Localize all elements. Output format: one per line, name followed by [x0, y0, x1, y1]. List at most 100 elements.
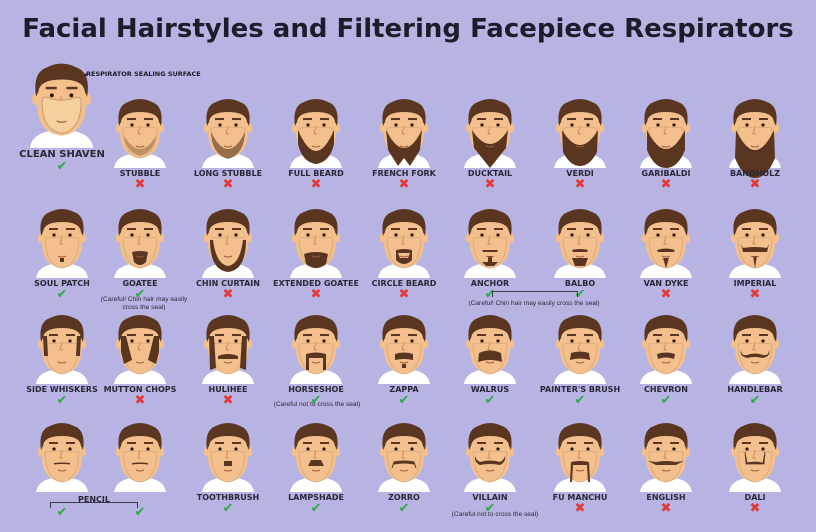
face-english-icon	[640, 423, 692, 492]
cross-icon: ✖	[134, 393, 146, 408]
face-label: FRENCH FORK	[372, 169, 436, 178]
face-label: SIDE WHISKERS	[26, 385, 98, 394]
face-zappa: ZAPPA ✔	[360, 312, 448, 416]
check-icon: ✔	[56, 505, 68, 520]
face-villain-icon	[464, 423, 516, 492]
face-dali-icon	[729, 423, 781, 492]
sealing-surface-label: RESPIRATOR SEALING SURFACE	[86, 70, 201, 78]
check-icon: ✔	[56, 158, 68, 174]
face-label: VAN DYKE	[643, 279, 689, 288]
face-illustration-icon	[622, 312, 710, 384]
check-icon: ✔	[574, 287, 586, 302]
face-zappa-icon	[378, 315, 430, 384]
face-illustration-icon	[360, 420, 448, 492]
face-illustration-icon	[18, 420, 106, 492]
face-balbo-icon	[554, 209, 606, 278]
face-illustration-icon	[622, 96, 710, 168]
face-illustration-icon	[18, 60, 106, 148]
face-circlebeard: CIRCLE BEARD ✖	[360, 206, 448, 310]
face-verdi-icon	[554, 99, 606, 168]
face-chevron: CHEVRON ✔	[622, 312, 710, 416]
face-label: LAMPSHADE	[288, 493, 344, 502]
face-bandholz-icon	[729, 99, 781, 178]
face-label: ENGLISH	[646, 493, 686, 502]
check-icon: ✔	[134, 505, 146, 520]
face-label: CHIN CURTAIN	[196, 279, 260, 288]
anchor-balbo-note: (Careful! Chin hair may easily cross the…	[468, 300, 600, 307]
face-illustration-icon	[18, 206, 106, 278]
face-lampshade: LAMPSHADE ✔	[272, 420, 360, 524]
face-handlebar-icon	[729, 315, 781, 384]
pencil-label: PENCIL	[78, 495, 110, 504]
check-icon: ✔	[574, 393, 586, 408]
face-hulihee-icon	[202, 315, 254, 384]
face-fullbeard: FULL BEARD ✖	[272, 96, 360, 200]
face-label: IMPERIAL	[733, 279, 777, 288]
face-balbo: BALBO ✔	[536, 206, 624, 310]
face-label: VILLAIN	[472, 493, 508, 502]
check-icon: ✔	[310, 501, 322, 516]
face-toothbrush-icon	[202, 423, 254, 492]
face-label: WALRUS	[470, 385, 510, 394]
check-icon: ✔	[484, 501, 496, 516]
cross-icon: ✖	[222, 287, 234, 302]
face-fullbeard-icon	[290, 99, 342, 168]
face-goatee-icon	[114, 209, 166, 278]
face-label: STUBBLE	[119, 169, 161, 178]
face-illustration-icon	[184, 312, 272, 384]
face-pencil1: ✔	[18, 420, 106, 524]
cross-icon: ✖	[660, 177, 672, 192]
check-icon: ✔	[310, 393, 322, 408]
face-label: FU MANCHU	[552, 493, 608, 502]
face-horseshoe-icon	[290, 315, 342, 384]
face-soulpatch-icon	[36, 209, 88, 278]
check-icon: ✔	[398, 393, 410, 408]
face-illustration-icon	[96, 420, 184, 492]
face-label: BALBO	[564, 279, 596, 288]
face-illustration-icon	[536, 312, 624, 384]
face-label: GOATEE	[122, 279, 158, 288]
face-illustration-icon	[711, 206, 799, 278]
check-icon: ✔	[484, 393, 496, 408]
face-illustration-icon	[360, 206, 448, 278]
cross-icon: ✖	[310, 287, 322, 302]
face-painters-icon	[554, 315, 606, 384]
face-hulihee: HULIHEE ✖	[184, 312, 272, 416]
face-label: TOOTHBRUSH	[196, 493, 260, 502]
face-illustration-icon	[184, 206, 272, 278]
face-goatee: GOATEE ✔	[96, 206, 184, 310]
face-pencil1-icon	[36, 423, 88, 492]
face-pencil2-icon	[114, 423, 166, 492]
face-illustration-icon	[446, 96, 534, 168]
face-villain: VILLAIN ✔	[446, 420, 534, 524]
face-illustration-icon	[96, 206, 184, 278]
face-walrus: WALRUS ✔	[446, 312, 534, 416]
anchor-balbo-bracket	[492, 291, 578, 297]
face-anchor-icon	[464, 209, 516, 278]
check-icon: ✔	[398, 501, 410, 516]
cross-icon: ✖	[310, 177, 322, 192]
face-label: FULL BEARD	[288, 169, 344, 178]
face-illustration-icon	[272, 96, 360, 168]
check-icon: ✔	[660, 393, 672, 408]
pencil-bracket	[50, 502, 138, 508]
face-walrus-icon	[464, 315, 516, 384]
face-handlebar: HANDLEBAR ✔	[711, 312, 799, 416]
goatee-note: (Careful! Chin hair may easily cross the…	[100, 296, 188, 311]
face-illustration-icon	[272, 420, 360, 492]
face-illustration-icon	[272, 206, 360, 278]
face-imperial: IMPERIAL ✖	[711, 206, 799, 310]
face-label: EXTENDED GOATEE	[273, 279, 359, 288]
face-verdi: VERDI ✖	[536, 96, 624, 200]
face-label: DALI	[744, 493, 766, 502]
face-bandholz: BANDHOLZ ✖	[711, 96, 799, 200]
face-label: CIRCLE BEARD	[371, 279, 437, 288]
face-label: HORSESHOE	[288, 385, 344, 394]
face-extgoatee: EXTENDED GOATEE ✖	[272, 206, 360, 310]
face-illustration-icon	[184, 96, 272, 168]
cross-icon: ✖	[134, 177, 146, 192]
check-icon: ✔	[222, 501, 234, 516]
face-illustration-icon	[622, 420, 710, 492]
face-chevron-icon	[640, 315, 692, 384]
face-illustration-icon	[711, 312, 799, 384]
